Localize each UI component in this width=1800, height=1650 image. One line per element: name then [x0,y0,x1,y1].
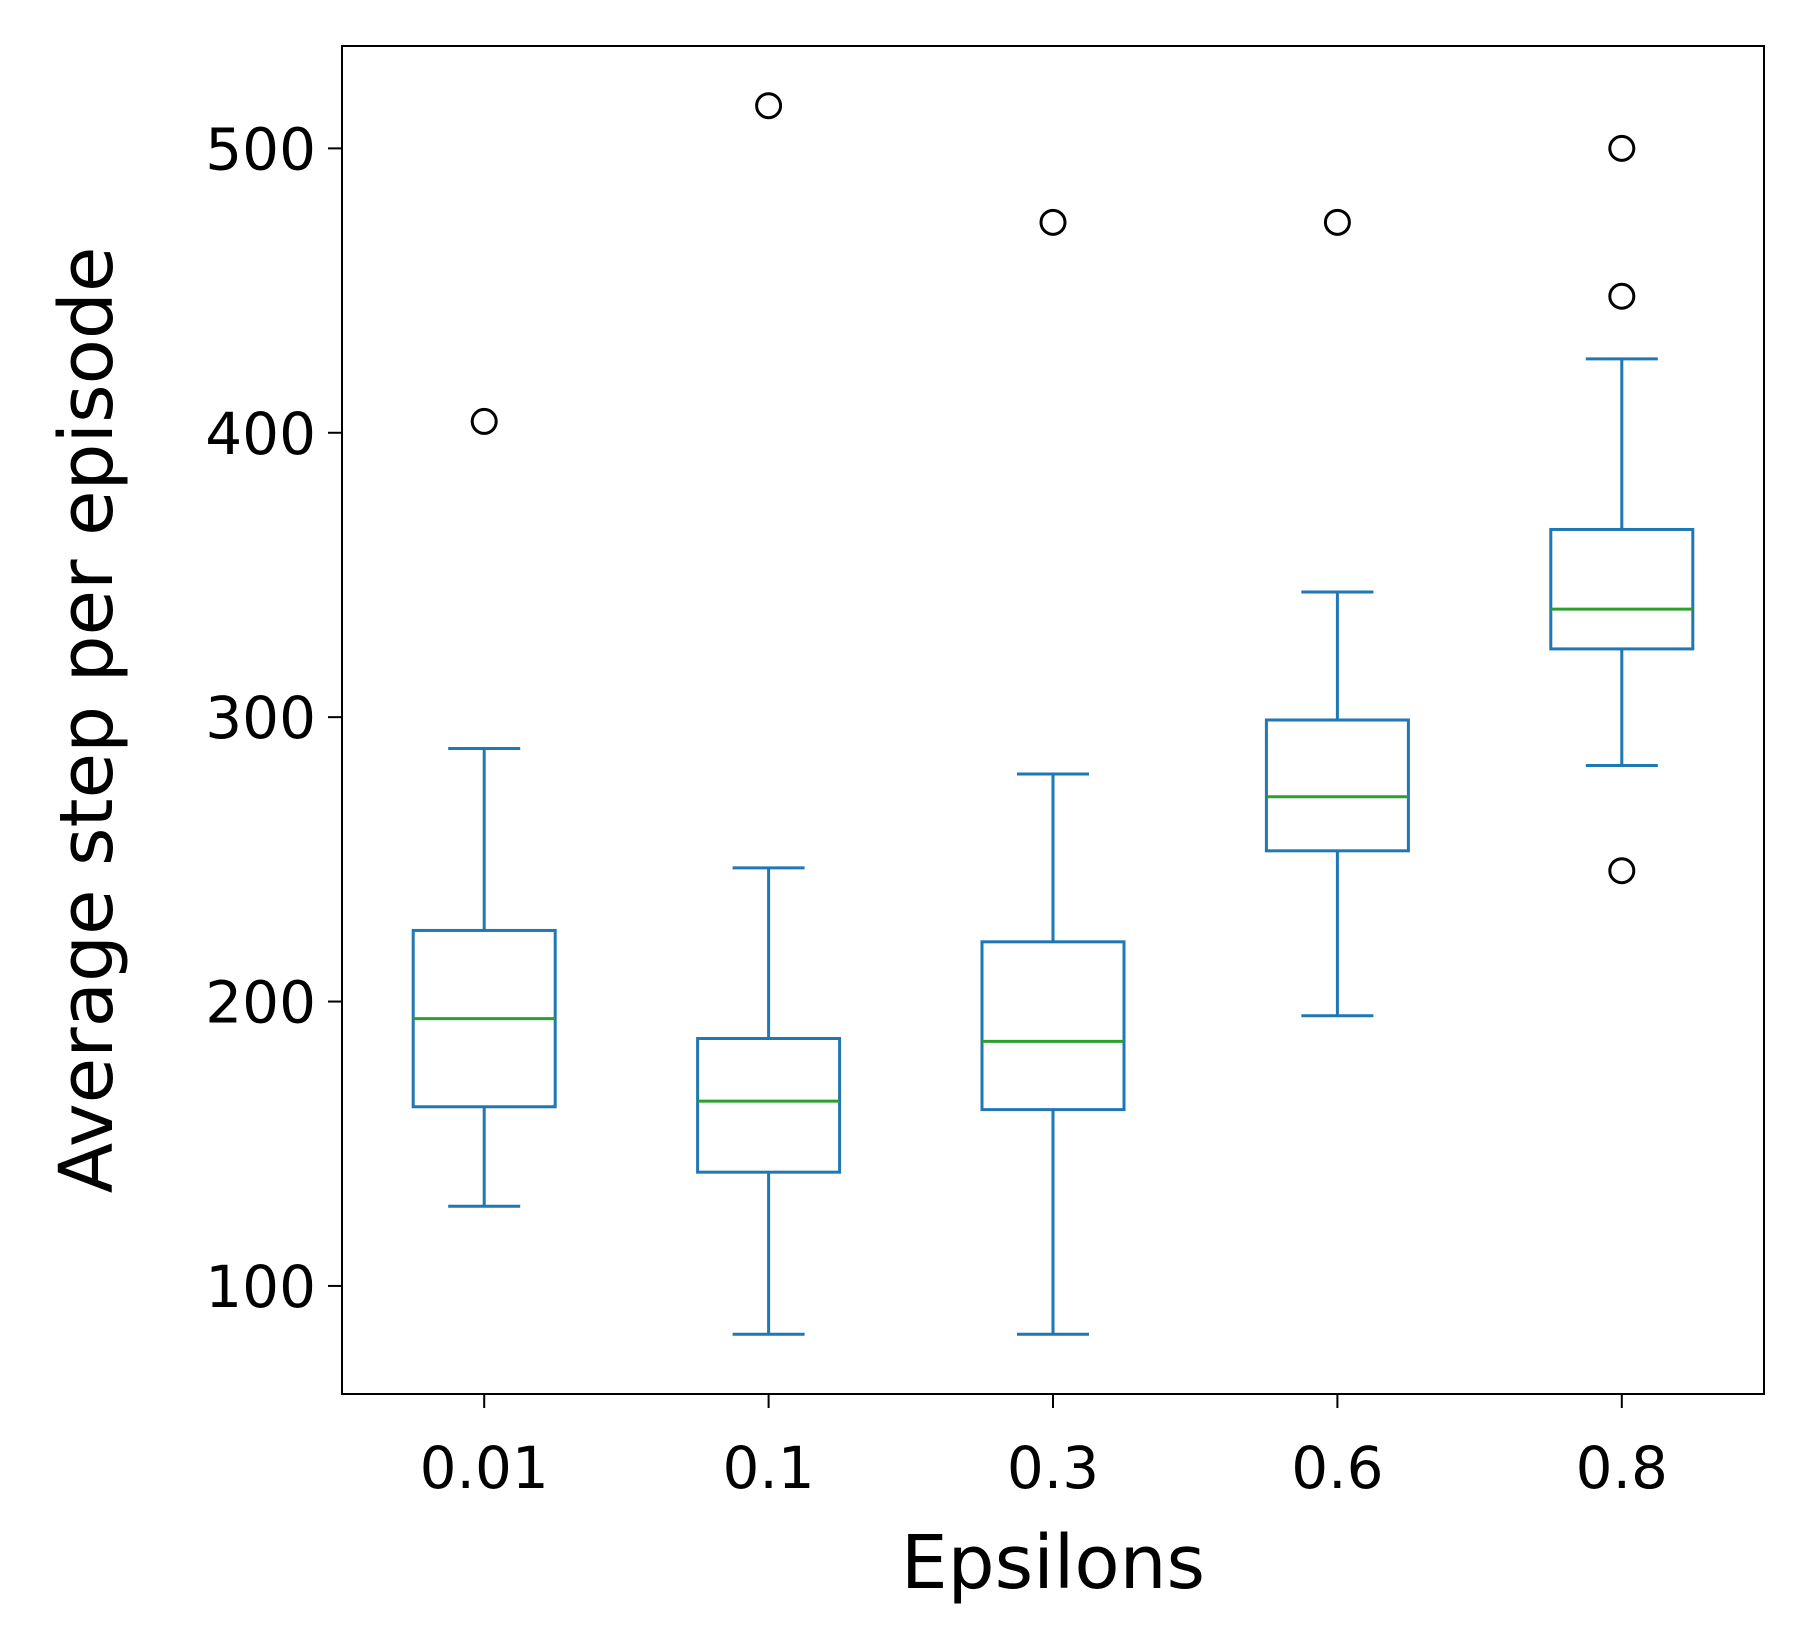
y-tick-label: 400 [205,400,316,468]
outlier-point [1608,857,1636,885]
iqr-box [1264,718,1410,853]
x-tick-label: 0.1 [722,1434,814,1502]
outlier-point [1039,208,1067,236]
x-tick-label: 0.6 [1291,1434,1383,1502]
y-axis: 100 200 300 400 500 [205,115,342,1321]
x-tick-label: 0.3 [1007,1434,1099,1502]
y-tick-label: 300 [205,684,316,752]
x-tick-label: 0.01 [420,1434,549,1502]
y-axis-label: Average step per episode [44,247,130,1194]
outlier-point [755,92,783,120]
outlier-point [1608,282,1636,310]
iqr-box [980,940,1126,1112]
outlier-point [470,407,498,435]
x-axis-label: Epsilons [901,1520,1205,1606]
outlier-point [1323,208,1351,236]
y-tick-label: 100 [205,1253,316,1321]
x-axis: 0.01 0.1 0.3 0.6 0.8 [420,1394,1668,1502]
iqr-box [696,1037,842,1174]
plot-area [411,92,1695,1336]
outlier-point [1608,134,1636,162]
y-tick-label: 200 [205,969,316,1037]
y-tick-label: 500 [205,115,316,183]
iqr-box [1549,527,1695,651]
x-tick-label: 0.8 [1576,1434,1668,1502]
